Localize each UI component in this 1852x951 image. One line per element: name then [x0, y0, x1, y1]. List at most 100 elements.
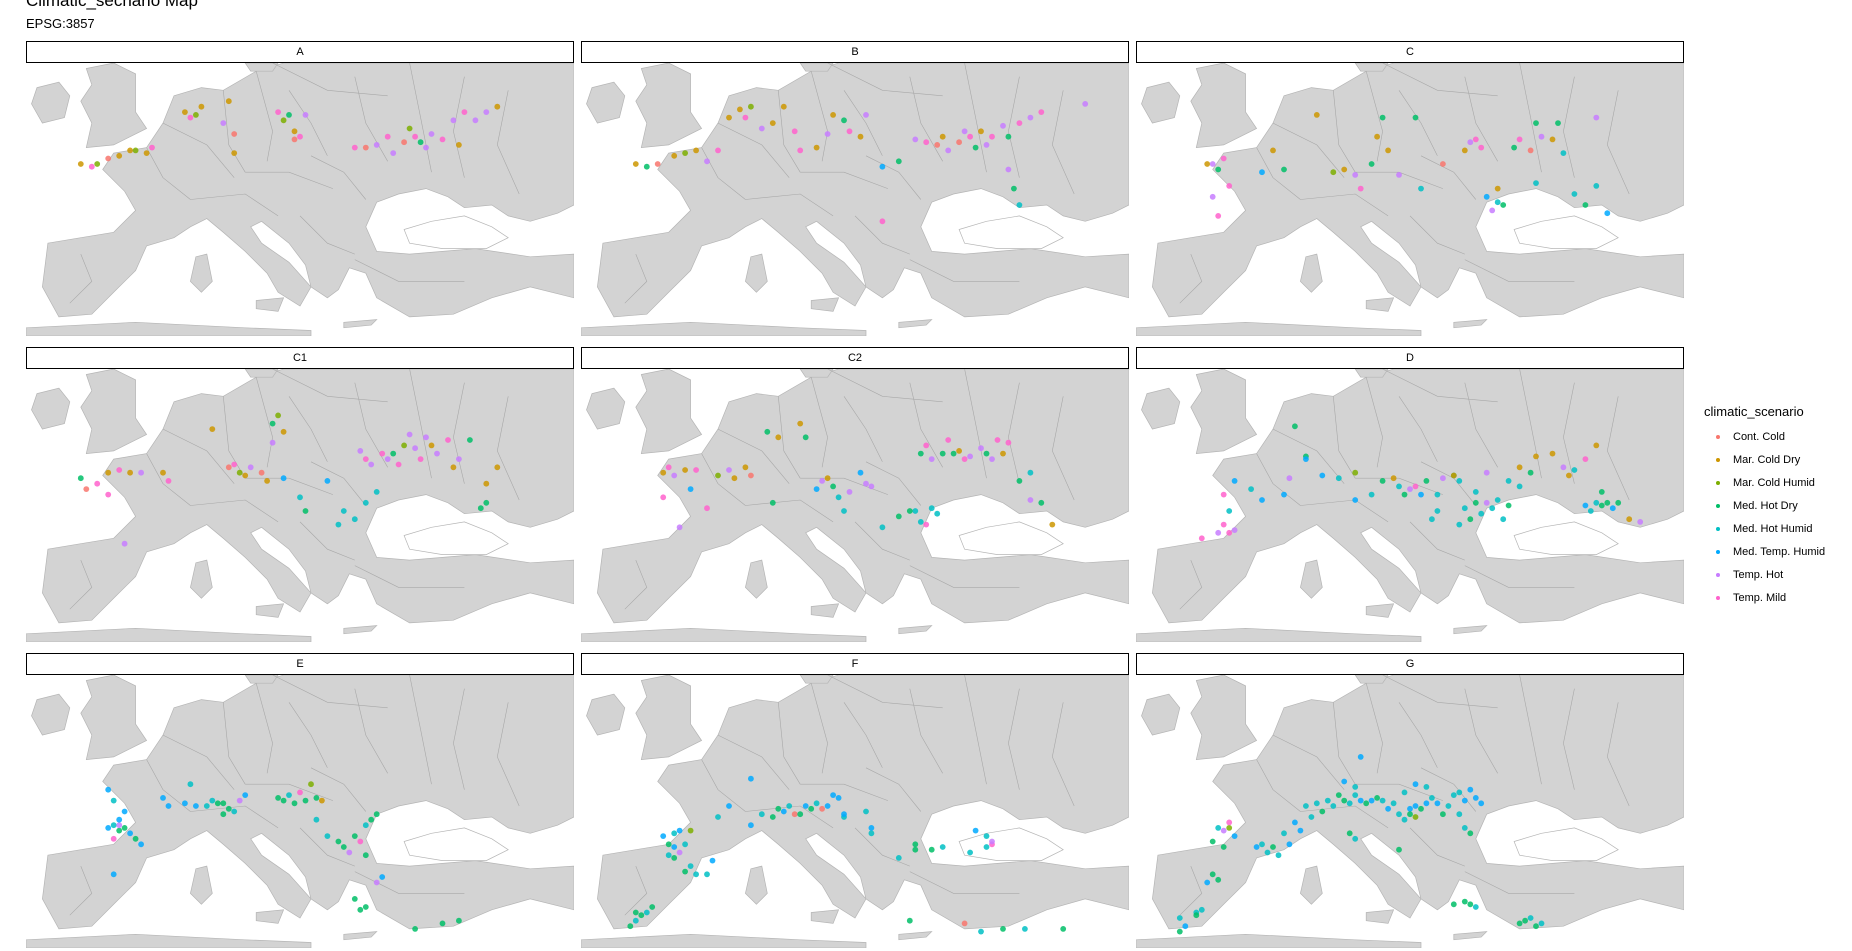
- country-border: [1382, 63, 1498, 97]
- facet-panel-b: B: [581, 41, 1129, 336]
- site-point: [797, 147, 804, 154]
- site-point: [1297, 827, 1304, 834]
- site-point: [105, 825, 112, 831]
- site-point: [373, 879, 380, 886]
- country-border: [1256, 759, 1301, 812]
- site-point: [671, 830, 678, 837]
- country-border: [865, 155, 922, 200]
- land-polygon: [80, 63, 148, 148]
- land-polygon: [80, 369, 148, 454]
- site-point: [956, 448, 962, 454]
- site-point: [105, 786, 112, 793]
- land-polygon: [1354, 675, 1389, 684]
- site-point: [1176, 928, 1183, 935]
- country-border: [299, 215, 355, 255]
- site-point: [231, 808, 238, 815]
- country-border: [800, 171, 889, 189]
- facet-label: C2: [581, 347, 1129, 369]
- country-border: [146, 453, 191, 506]
- site-point: [1027, 469, 1034, 476]
- country-border: [1355, 477, 1444, 495]
- country-border: [1398, 702, 1438, 768]
- site-point: [423, 144, 429, 151]
- site-point: [895, 513, 902, 520]
- site-point: [967, 453, 973, 460]
- site-point: [368, 461, 375, 468]
- country-border: [865, 461, 922, 506]
- site-point: [978, 128, 984, 135]
- site-point: [895, 855, 902, 861]
- site-point: [1082, 101, 1089, 107]
- map-area: [26, 675, 574, 948]
- site-point: [1319, 472, 1326, 479]
- site-point: [912, 136, 919, 143]
- site-point: [116, 467, 123, 473]
- country-border: [1365, 683, 1383, 774]
- site-point: [1264, 849, 1271, 856]
- site-point: [280, 117, 287, 124]
- site-point: [731, 475, 738, 482]
- land-polygon: [1136, 933, 1422, 948]
- site-point: [1396, 811, 1402, 818]
- site-point: [1434, 491, 1441, 498]
- map-area: [581, 675, 1129, 948]
- site-point: [1401, 816, 1408, 823]
- legend-swatch: [1716, 549, 1720, 554]
- site-point: [280, 797, 287, 804]
- site-point: [1516, 136, 1523, 143]
- site-point: [1346, 830, 1353, 837]
- land-polygon: [810, 297, 840, 312]
- country-border: [1398, 396, 1438, 462]
- site-point: [1440, 475, 1446, 482]
- site-point: [1440, 161, 1446, 167]
- site-point: [1434, 800, 1441, 807]
- country-border: [310, 461, 367, 506]
- land-polygon: [799, 63, 834, 72]
- site-point: [1407, 805, 1413, 812]
- land-polygon: [1453, 319, 1488, 329]
- site-point: [1412, 814, 1419, 820]
- site-point: [1472, 136, 1479, 143]
- site-point: [1472, 499, 1479, 506]
- land-polygon: [581, 933, 867, 948]
- site-point: [1418, 185, 1424, 192]
- country-border: [964, 63, 987, 173]
- site-point: [906, 917, 913, 924]
- site-point: [110, 822, 117, 829]
- site-point: [857, 469, 864, 476]
- site-point: [715, 472, 721, 479]
- site-point: [1215, 529, 1222, 536]
- site-point: [297, 133, 303, 140]
- land-polygon: [898, 931, 933, 941]
- land-polygon: [42, 369, 574, 624]
- country-border: [1272, 428, 1345, 484]
- site-point: [1538, 133, 1545, 140]
- legend-label: Cont. Cold: [1733, 430, 1785, 443]
- land-polygon: [31, 81, 71, 124]
- site-point: [1330, 169, 1337, 176]
- site-point: [220, 811, 227, 818]
- site-point: [346, 849, 353, 856]
- land-polygon: [1136, 321, 1422, 336]
- site-point: [423, 434, 429, 441]
- country-border: [1409, 215, 1465, 255]
- site-point: [797, 811, 804, 818]
- site-point: [1450, 792, 1457, 798]
- site-point: [1374, 795, 1380, 801]
- site-point: [1445, 803, 1452, 809]
- site-point: [1198, 535, 1205, 542]
- country-border: [865, 767, 922, 812]
- site-point: [632, 161, 639, 167]
- legend-label: Med. Temp. Humid: [1733, 545, 1826, 558]
- site-point: [671, 844, 678, 850]
- land-polygon: [1453, 625, 1488, 635]
- site-point: [77, 161, 84, 167]
- land-polygon: [898, 625, 933, 635]
- site-point: [693, 147, 699, 154]
- site-point: [939, 133, 946, 140]
- site-point: [494, 103, 501, 110]
- country-border: [909, 688, 943, 774]
- land-polygon: [586, 387, 626, 430]
- site-point: [439, 920, 446, 927]
- country-border: [964, 369, 987, 479]
